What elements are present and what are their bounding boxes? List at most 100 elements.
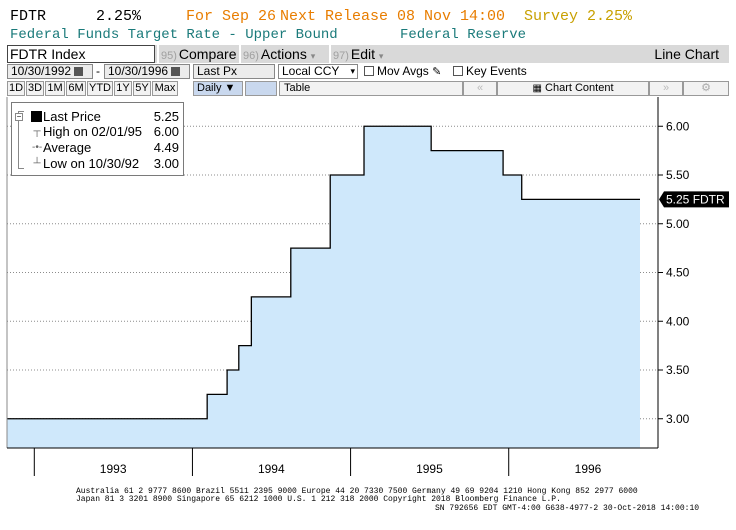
- compare-button[interactable]: 95) Compare: [161, 45, 237, 63]
- y-tick-label: 4.50: [666, 266, 690, 280]
- range-button-1d[interactable]: 1D: [7, 81, 25, 96]
- x-tick-label: 1994: [258, 462, 285, 476]
- chevron-down-icon: ▾: [350, 66, 355, 76]
- chart-content-label: Chart Content: [545, 82, 614, 94]
- data-source: Federal Reserve: [400, 27, 527, 43]
- y-tick-label: 6.00: [666, 119, 690, 133]
- x-tick-label: 1996: [575, 462, 602, 476]
- edit-number: 97): [333, 50, 349, 62]
- x-axis-ticks: 1993 1994 1995 1996: [33, 448, 602, 476]
- last-value-tag: 5.25 FDTR: [659, 191, 729, 208]
- x-tick-label: 1995: [416, 462, 443, 476]
- collapse-right-button[interactable]: »: [649, 81, 683, 96]
- legend-item-high[interactable]: ┬ High on 02/01/95 6.00: [12, 124, 185, 139]
- y-tick-label: 4.00: [666, 314, 690, 328]
- y-tick-label: 5.50: [666, 168, 690, 182]
- price-field-select[interactable]: Last Px: [193, 64, 275, 79]
- area-fill: [7, 126, 640, 448]
- footer-contact-line: Japan 81 3 3201 8900 Singapore 65 6212 1…: [76, 495, 561, 504]
- calendar-icon[interactable]: [74, 67, 84, 76]
- price-field-value: Last Px: [197, 64, 238, 78]
- table-label: Table: [284, 82, 311, 94]
- date-range-dash: -: [96, 64, 100, 78]
- range-button-3d[interactable]: 3D: [26, 81, 44, 96]
- mov-avgs-checkbox[interactable]: [364, 66, 374, 76]
- security-label: FDTR Index: [10, 46, 86, 62]
- collapse-icon[interactable]: −: [15, 112, 23, 121]
- footer-session-line: SN 792656 EDT GMT-4:00 G638-4977-2 30-Oc…: [435, 504, 700, 513]
- mov-avgs-toggle[interactable]: Mov Avgs ✎: [364, 64, 441, 78]
- chart-type-label: Line Chart: [654, 46, 719, 62]
- end-date-field[interactable]: 10/30/1996: [104, 64, 190, 79]
- security-description: Federal Funds Target Rate - Upper Bound: [10, 27, 338, 43]
- range-button-1y[interactable]: 1Y: [114, 81, 132, 96]
- y-axis-ticks: 3.00 3.50 4.00 4.50 5.00 5.50 6.00: [658, 119, 690, 426]
- calendar-icon[interactable]: [171, 67, 181, 76]
- end-date-value: 10/30/1996: [108, 64, 169, 78]
- range-button-6m[interactable]: 6M: [66, 81, 86, 96]
- last-value-tag-shape: [659, 191, 729, 208]
- survey-value: Survey 2.25%: [524, 8, 633, 25]
- compare-number: 95): [161, 50, 177, 62]
- range-button-max[interactable]: Max: [152, 81, 178, 96]
- key-events-label: Key Events: [466, 64, 527, 78]
- toolbar-divider: [239, 45, 241, 63]
- average-marker-icon: -•-: [32, 142, 43, 153]
- legend-label: Last Price: [43, 109, 101, 124]
- periodicity-value: Daily: [197, 82, 222, 94]
- range-button-1m[interactable]: 1M: [45, 81, 65, 96]
- legend-value: 5.25: [153, 109, 179, 124]
- security-field[interactable]: FDTR Index: [7, 45, 155, 63]
- legend-value: 3.00: [153, 156, 179, 171]
- ticker-label: FDTR: [10, 8, 47, 25]
- collapse-left-button[interactable]: «: [463, 81, 497, 96]
- price-line: [7, 125, 640, 420]
- legend-item-last-price[interactable]: Last Price 5.25: [12, 109, 185, 124]
- chevron-down-icon: ▾: [378, 51, 384, 61]
- chart-content-icon: ▦: [532, 83, 542, 94]
- table-button[interactable]: Table: [279, 81, 463, 96]
- low-marker-icon: ┴: [33, 158, 41, 169]
- footer-contact-line: Australia 61 2 9777 8600 Brazil 5511 239…: [76, 487, 638, 496]
- y-tick-label: 3.50: [666, 363, 690, 377]
- controls-row: 10/30/1992 - 10/30/1996 Last Px Local CC…: [7, 64, 729, 80]
- currency-select[interactable]: Local CCY ▾: [278, 64, 358, 79]
- range-button-5y[interactable]: 5Y: [133, 81, 151, 96]
- chart-style-button[interactable]: [245, 81, 277, 96]
- legend-label: Low on 10/30/92: [43, 156, 140, 171]
- y-tick-label: 5.00: [666, 217, 690, 231]
- periodicity-select[interactable]: Daily ▼: [193, 81, 243, 96]
- x-tick-label: 1993: [100, 462, 127, 476]
- legend-label: High on 02/01/95: [43, 124, 143, 139]
- chevron-down-icon: ▾: [310, 51, 316, 61]
- toolbar-divider: [329, 45, 331, 63]
- key-events-toggle[interactable]: Key Events: [453, 64, 527, 78]
- start-date-field[interactable]: 10/30/1992: [7, 64, 93, 79]
- square-icon: [31, 111, 42, 122]
- legend-bracket: [18, 111, 24, 169]
- key-events-checkbox[interactable]: [453, 66, 463, 76]
- chart-content-button[interactable]: ▦ Chart Content: [497, 81, 649, 96]
- range-button-ytd[interactable]: YTD: [87, 81, 113, 96]
- edit-button[interactable]: 97) Edit ▾: [333, 45, 397, 63]
- release-date: For Sep 26: [186, 8, 277, 25]
- pencil-icon[interactable]: ✎: [432, 66, 442, 78]
- compare-label: Compare: [178, 46, 237, 62]
- mov-avgs-label: Mov Avgs: [377, 64, 429, 78]
- legend-value: 6.00: [153, 124, 179, 139]
- next-release: Next Release 08 Nov 14:00: [280, 8, 506, 25]
- last-value: 2.25%: [96, 8, 142, 25]
- last-value-tag-text: 5.25 FDTR: [666, 192, 725, 206]
- legend-box: − Last Price 5.25 ┬ High on 02/01/95 6.0…: [11, 102, 184, 176]
- legend-item-low[interactable]: ┴ Low on 10/30/92 3.00: [12, 156, 185, 171]
- high-marker-icon: ┬: [33, 126, 41, 137]
- range-row: 1D 3D 1M 6M YTD 1Y 5Y Max Daily ▼ Table « ▦ Cha…: [7, 81, 729, 96]
- legend-item-average[interactable]: -•- Average 4.49: [12, 140, 185, 155]
- gear-icon[interactable]: ⚙: [683, 81, 729, 96]
- legend-value: 4.49: [153, 140, 179, 155]
- actions-number: 96): [243, 50, 259, 62]
- legend-label: Average: [43, 140, 92, 155]
- toolbar-divider: [157, 45, 159, 63]
- actions-button[interactable]: 96) Actions ▾: [243, 45, 327, 63]
